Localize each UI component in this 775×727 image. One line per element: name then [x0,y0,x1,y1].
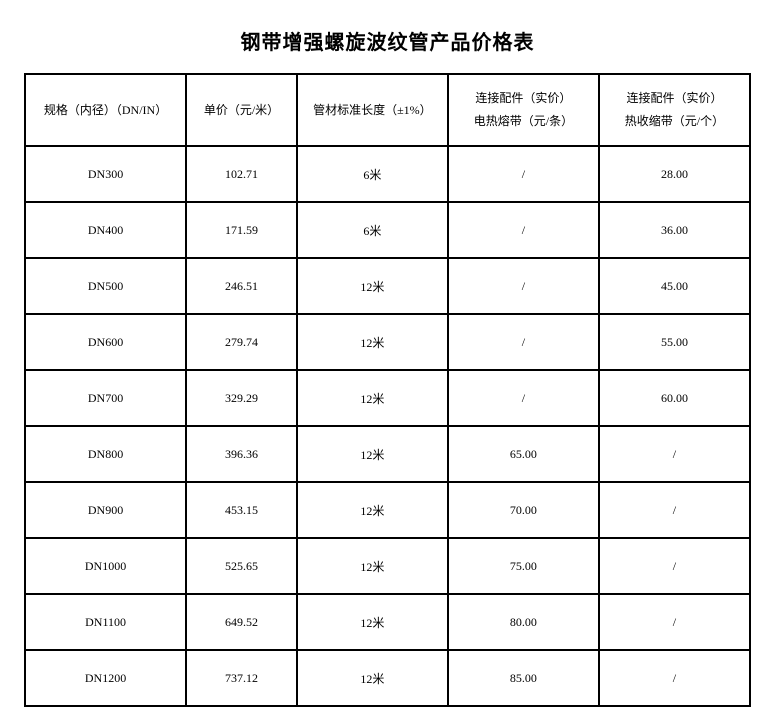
cell-length: 12米 [297,426,448,482]
cell-length: 12米 [297,314,448,370]
cell-acc2: / [599,594,750,650]
cell-length: 6米 [297,202,448,258]
cell-price: 279.74 [186,314,297,370]
cell-price: 525.65 [186,538,297,594]
cell-acc2: 28.00 [599,146,750,202]
table-row: DN400 171.59 6米 / 36.00 [25,202,750,258]
table-row: DN500 246.51 12米 / 45.00 [25,258,750,314]
cell-spec: DN500 [25,258,186,314]
page-title: 钢带增强螺旋波纹管产品价格表 [24,26,751,55]
cell-acc2: / [599,538,750,594]
cell-acc1: 70.00 [448,482,599,538]
cell-spec: DN300 [25,146,186,202]
cell-acc1: 65.00 [448,426,599,482]
cell-acc1: / [448,370,599,426]
table-row: DN900 453.15 12米 70.00 / [25,482,750,538]
cell-price: 171.59 [186,202,297,258]
table-row: DN700 329.29 12米 / 60.00 [25,370,750,426]
cell-price: 649.52 [186,594,297,650]
cell-length: 6米 [297,146,448,202]
cell-spec: DN900 [25,482,186,538]
cell-length: 12米 [297,258,448,314]
col-header-line1: 连接配件（实价） [453,87,594,110]
cell-length: 12米 [297,594,448,650]
cell-length: 12米 [297,370,448,426]
col-header-line1: 连接配件（实价） [604,87,745,110]
cell-acc1: / [448,258,599,314]
col-header-line2: 热收缩带（元/个） [604,110,745,133]
cell-acc2: 55.00 [599,314,750,370]
cell-acc1: / [448,202,599,258]
cell-acc2: / [599,482,750,538]
cell-price: 453.15 [186,482,297,538]
cell-price: 737.12 [186,650,297,706]
cell-spec: DN1100 [25,594,186,650]
cell-spec: DN600 [25,314,186,370]
price-table: 规格（内径）（DN/IN） 单价（元/米） 管材标准长度（±1%） 连接配件（实… [24,73,751,707]
col-header-line1: 管材标准长度（±1%） [302,99,443,122]
table-body: DN300 102.71 6米 / 28.00 DN400 171.59 6米 … [25,146,750,706]
cell-spec: DN400 [25,202,186,258]
cell-acc1: / [448,314,599,370]
table-row: DN300 102.71 6米 / 28.00 [25,146,750,202]
table-header-row: 规格（内径）（DN/IN） 单价（元/米） 管材标准长度（±1%） 连接配件（实… [25,74,750,146]
col-header-price: 单价（元/米） [186,74,297,146]
cell-acc2: / [599,650,750,706]
col-header-accessory-1: 连接配件（实价） 电热熔带（元/条） [448,74,599,146]
table-row: DN600 279.74 12米 / 55.00 [25,314,750,370]
cell-acc1: 75.00 [448,538,599,594]
cell-price: 102.71 [186,146,297,202]
table-row: DN1200 737.12 12米 85.00 / [25,650,750,706]
table-row: DN1100 649.52 12米 80.00 / [25,594,750,650]
col-header-line2: 电热熔带（元/条） [453,110,594,133]
table-header: 规格（内径）（DN/IN） 单价（元/米） 管材标准长度（±1%） 连接配件（实… [25,74,750,146]
cell-acc1: 80.00 [448,594,599,650]
cell-spec: DN700 [25,370,186,426]
table-row: DN800 396.36 12米 65.00 / [25,426,750,482]
cell-price: 329.29 [186,370,297,426]
col-header-spec: 规格（内径）（DN/IN） [25,74,186,146]
cell-acc1: 85.00 [448,650,599,706]
cell-acc1: / [448,146,599,202]
cell-acc2: 45.00 [599,258,750,314]
col-header-accessory-2: 连接配件（实价） 热收缩带（元/个） [599,74,750,146]
cell-acc2: 36.00 [599,202,750,258]
col-header-line1: 规格（内径）（DN/IN） [30,99,181,122]
col-header-length: 管材标准长度（±1%） [297,74,448,146]
cell-spec: DN800 [25,426,186,482]
col-header-line1: 单价（元/米） [191,99,292,122]
table-row: DN1000 525.65 12米 75.00 / [25,538,750,594]
cell-length: 12米 [297,650,448,706]
cell-acc2: 60.00 [599,370,750,426]
cell-spec: DN1200 [25,650,186,706]
cell-price: 246.51 [186,258,297,314]
cell-spec: DN1000 [25,538,186,594]
cell-acc2: / [599,426,750,482]
cell-length: 12米 [297,538,448,594]
cell-length: 12米 [297,482,448,538]
cell-price: 396.36 [186,426,297,482]
